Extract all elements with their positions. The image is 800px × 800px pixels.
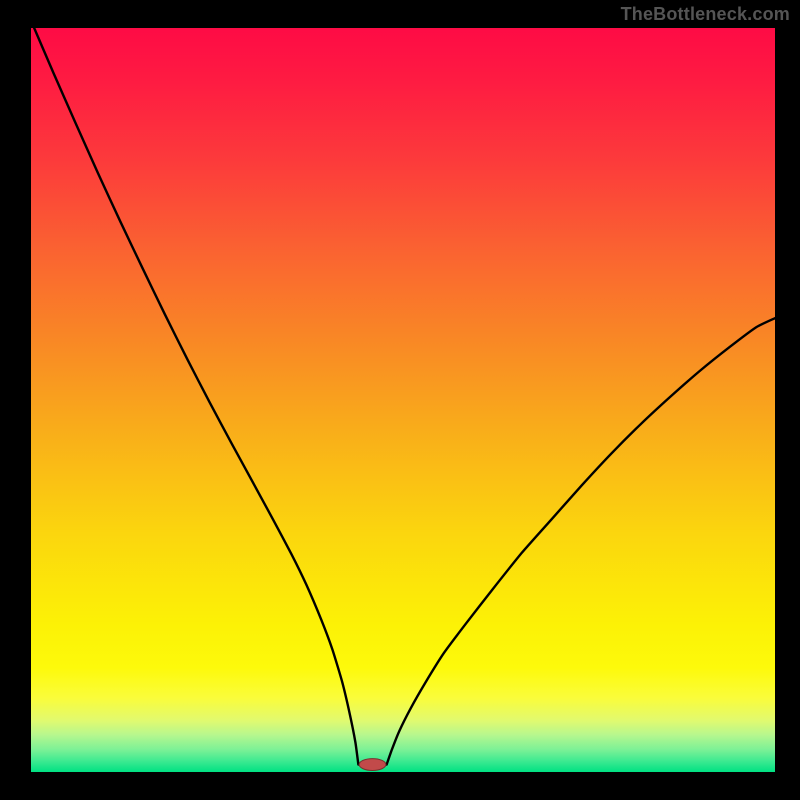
watermark-label: TheBottleneck.com <box>621 4 790 25</box>
bottleneck-plot <box>0 0 800 800</box>
plot-gradient-background <box>31 28 775 772</box>
optimum-marker <box>359 759 386 771</box>
chart-stage: TheBottleneck.com <box>0 0 800 800</box>
